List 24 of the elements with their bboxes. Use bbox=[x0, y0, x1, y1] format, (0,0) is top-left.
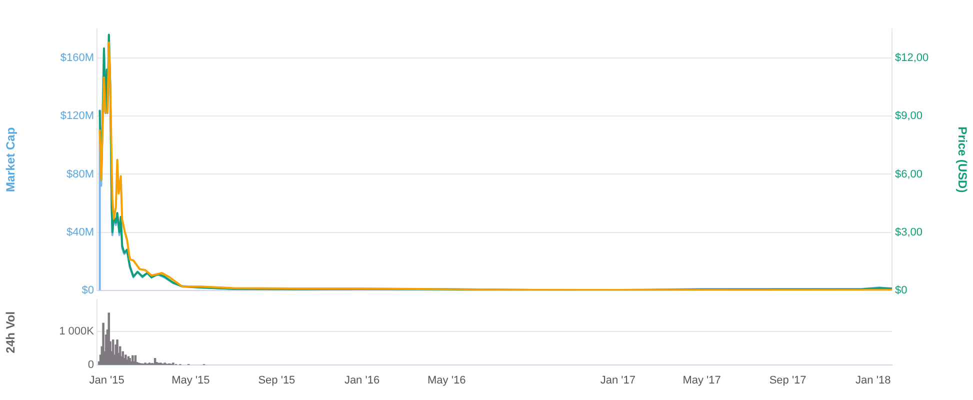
y2-tick-label: $3,00 bbox=[895, 226, 923, 238]
y-tick-label: $160M bbox=[60, 52, 94, 64]
y2-tick-label: $6,00 bbox=[895, 168, 923, 180]
y2-tick-label: $9,00 bbox=[895, 110, 923, 122]
y-tick-label: $120M bbox=[60, 110, 94, 122]
y-tick-label: $80M bbox=[66, 168, 94, 180]
y-tick-label: 1 000K bbox=[59, 325, 95, 338]
y2-tick-label: $0 bbox=[895, 284, 908, 296]
y-axis-title: 24h Vol bbox=[4, 311, 18, 354]
x-tick-label: Sep '17 bbox=[769, 374, 806, 387]
x-tick-label: Jan '16 bbox=[344, 374, 380, 387]
x-tick-label: May '15 bbox=[172, 374, 210, 387]
x-tick-label: Sep '15 bbox=[258, 374, 296, 387]
x-tick-label: Jan '15 bbox=[89, 374, 124, 387]
y2-tick-label: $12,00 bbox=[895, 52, 929, 64]
y2-axis-title: Price (USD) bbox=[955, 126, 970, 193]
x-tick-label: Jan '17 bbox=[600, 374, 636, 387]
x-tick-label: May '16 bbox=[428, 374, 466, 387]
x-tick-label: May '17 bbox=[682, 374, 721, 387]
y-tick-label: 0 bbox=[88, 359, 94, 372]
y-tick-label: $40M bbox=[66, 226, 94, 238]
x-tick-label: Jan '18 bbox=[856, 374, 891, 387]
y-tick-label: $0 bbox=[82, 284, 94, 296]
y-axis-title: Market Cap bbox=[4, 127, 18, 192]
